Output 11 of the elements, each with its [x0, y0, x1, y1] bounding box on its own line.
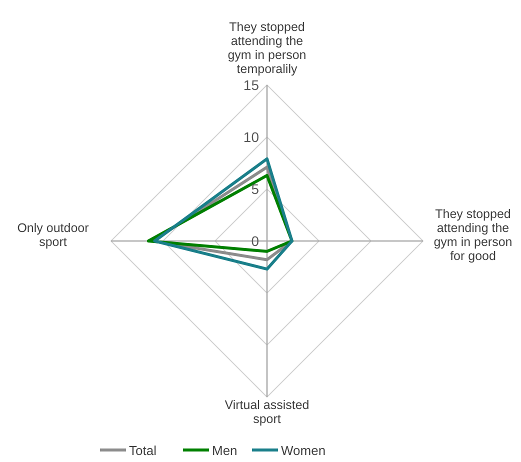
y-tick-label: 10	[243, 129, 260, 145]
spoke-label: They stopped attending the gym in person for good	[434, 207, 512, 263]
spoke-label: Only outdoor sport	[17, 221, 89, 249]
spoke-label: They stopped attending the gym in person temporalily	[228, 20, 306, 76]
legend-label: Men	[212, 443, 238, 458]
y-tick-label: 15	[243, 77, 260, 93]
spoke-label: Virtual assisted sport	[224, 398, 310, 426]
legend-label: Total	[129, 443, 157, 458]
y-tick-label: 5	[251, 181, 260, 197]
y-tick-label: 0	[251, 233, 260, 249]
legend-label: Women	[281, 443, 326, 458]
